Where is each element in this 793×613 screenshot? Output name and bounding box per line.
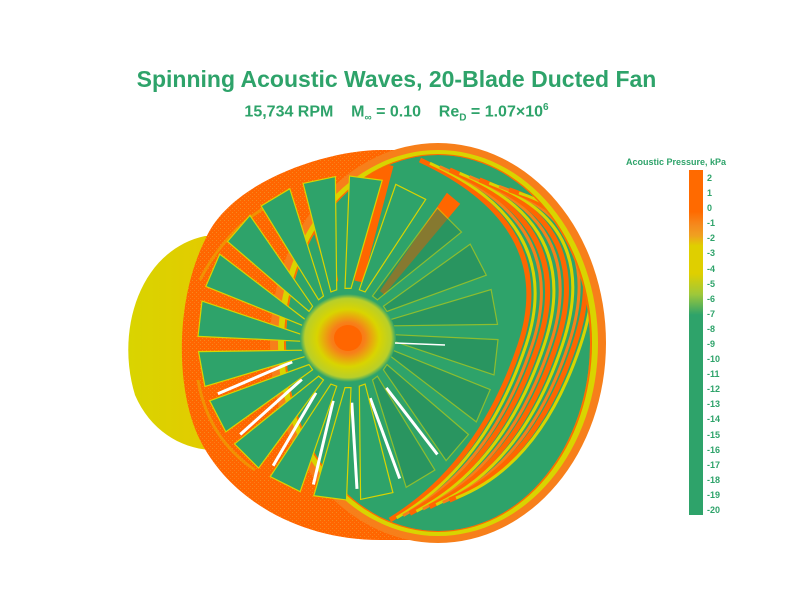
wave-band [415,171,556,513]
colorbar-tick-label: -10 [707,354,721,365]
fan-blade [260,187,325,301]
blade-gap [239,378,303,436]
wave-band [395,161,537,520]
wave-band [422,175,562,511]
colorbar-tick-label: 1 [707,188,713,199]
figure-subtitle: 15,734 RPM M∞ = 0.10 ReD = 1.07×106 [0,102,793,124]
colorbar-ticks: 2 1 0 -1 -2 -3 -4 -5 -6 -7 -8 -9 -10 -11 -12 -13 -14 -15 -… [707,170,747,515]
colorbar-tick-label: -20 [707,505,721,515]
reynolds-symbol: Re [438,103,460,121]
colorbar-tick-label: 0 [707,203,713,214]
colorbar-title: Acoustic Pressure, kPa [626,157,727,167]
colorbar-tick-label: -1 [707,218,716,229]
colorbar-tick-label: -18 [707,474,721,485]
pressure-wedge [354,160,394,283]
colorbar-tick-label: -2 [707,233,716,244]
colorbar-tick-label: -14 [707,414,721,425]
fan-blade [302,175,338,293]
colorbar-tick-label: -9 [707,339,716,349]
fan-blade [382,363,470,462]
mach-symbol: M [351,103,365,121]
colorbar-tick-label: -11 [707,369,720,380]
colorbar-tick-label: -13 [707,399,721,410]
fan-blade [208,363,314,433]
colorbar-tick-label: 2 [707,173,713,183]
blade-gap [271,392,318,467]
blade-gap [311,400,335,485]
colorbar-tick-label: -15 [707,429,721,440]
fan-blade [269,383,338,493]
fan-blade [313,387,352,501]
mach-value: = 0.10 [376,103,421,121]
colorbar-tick-label: -5 [707,278,716,289]
fan-blade [382,243,488,313]
fan-blades [197,175,499,501]
wave-band [435,181,575,506]
colorbar-tick-label: -19 [707,489,721,500]
fan-blade [233,375,325,470]
fan-blade [371,206,463,301]
fan-blade [371,375,436,489]
colorbar-tick-label: -6 [707,293,716,304]
blade-gap [217,360,293,396]
reynolds-exponent: 6 [543,102,549,113]
blade-gap [385,386,439,456]
wave-band [388,157,532,523]
reynolds-value: = 1.07×10 [470,103,543,121]
wave-band [428,177,569,510]
wave-band [402,165,543,517]
rpm-label: 15,734 RPM [244,103,334,121]
fan-blade [358,183,427,293]
colorbar-tick-label: -16 [707,444,721,455]
figure-title: Spinning Acoustic Waves, 20-Blade Ducted… [136,66,657,92]
colorbar-tick-label: -8 [707,323,716,334]
wave-band [408,167,551,516]
reynolds-subscript: D [459,112,467,124]
colorbar-tick-label: -17 [707,459,721,470]
blade-gap [350,402,359,489]
colorbar-tick-label: -7 [707,308,716,319]
colorbar-tick-label: -4 [707,263,716,274]
mach-subscript: ∞ [364,112,372,124]
fan-hub [300,294,446,382]
fan-blade [358,383,394,501]
colorbar-tick-label: -3 [707,248,716,259]
fan-blade [226,214,314,313]
fan-blade [344,175,383,289]
colorbar [689,170,703,515]
colorbar-tick-label: -12 [707,384,721,395]
blade-gap [368,397,402,480]
